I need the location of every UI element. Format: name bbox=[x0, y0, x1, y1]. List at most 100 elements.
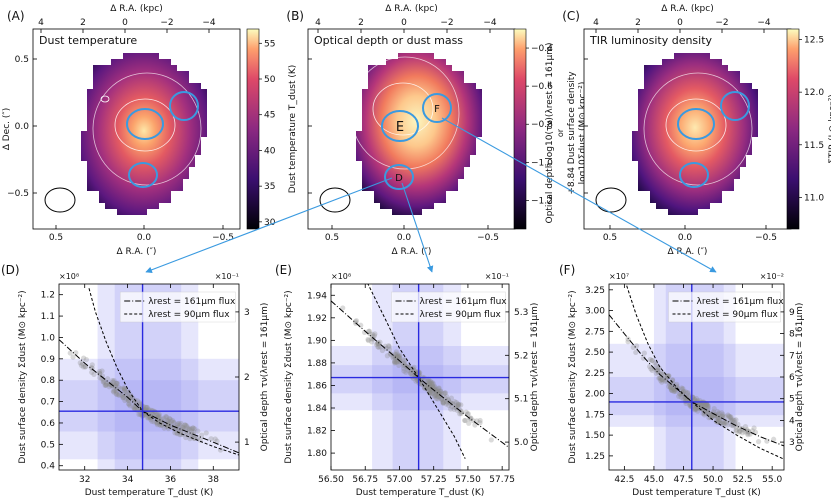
sample-point bbox=[430, 383, 436, 389]
x-tick-label: 0.0 bbox=[678, 233, 693, 243]
sample-point bbox=[89, 365, 95, 371]
sample-point bbox=[182, 422, 188, 428]
sample-point bbox=[654, 368, 660, 374]
sample-point bbox=[445, 397, 452, 404]
sample-point bbox=[453, 403, 460, 409]
y-axis-label: Dust surface density Σdust (M⊙ kpc⁻²) bbox=[18, 290, 28, 463]
sample-point bbox=[120, 395, 126, 401]
sample-point bbox=[175, 427, 181, 433]
sample-point bbox=[709, 413, 715, 419]
sample-point bbox=[668, 385, 674, 391]
density-band-outer bbox=[59, 358, 239, 460]
sample-point bbox=[425, 378, 431, 384]
x-tick-label: 36 bbox=[165, 475, 177, 485]
y-tick-label: 0.5 bbox=[41, 440, 55, 450]
sample-point bbox=[428, 391, 434, 397]
sample-point bbox=[656, 365, 662, 371]
sample-point bbox=[361, 329, 368, 335]
sample-point bbox=[371, 333, 378, 339]
sample-point bbox=[396, 362, 402, 369]
sample-point bbox=[670, 385, 676, 392]
sample-point bbox=[693, 405, 699, 412]
sample-point bbox=[428, 379, 435, 385]
sample-point bbox=[706, 415, 712, 421]
legend-label-90: λrest = 90μm flux bbox=[420, 310, 502, 320]
sample-point bbox=[488, 437, 494, 443]
sample-point bbox=[157, 418, 163, 425]
sample-point bbox=[405, 364, 412, 370]
sample-point bbox=[102, 382, 108, 388]
colorbar-label-line: or bbox=[556, 128, 565, 137]
sample-point bbox=[165, 418, 171, 424]
top-tick-label: 4 bbox=[593, 18, 599, 28]
density-band-inner bbox=[609, 377, 784, 416]
colorbar: 12.5 12.0 11.5 11.0 ΣTIR (L⊙ kpc⁻²) bbox=[786, 28, 831, 230]
sample-point bbox=[423, 384, 429, 390]
map-emission bbox=[356, 53, 482, 215]
sample-point bbox=[667, 384, 674, 391]
map-title: Dust temperature bbox=[39, 34, 137, 47]
y-tick-label: 1.1 bbox=[41, 312, 55, 322]
sample-point bbox=[130, 404, 136, 410]
sample-point bbox=[701, 412, 708, 418]
sample-point bbox=[659, 376, 665, 383]
beam-ellipse bbox=[44, 187, 76, 213]
sample-point bbox=[174, 422, 180, 429]
sample-point bbox=[178, 431, 184, 438]
y-tick-label: 2.25 bbox=[585, 369, 605, 379]
sample-point bbox=[432, 384, 438, 391]
sample-point bbox=[176, 420, 182, 427]
sample-point bbox=[372, 331, 378, 337]
right-axis-label: Optical depth τν(λrest = 161μm) bbox=[260, 303, 270, 452]
beam-ellipse bbox=[319, 187, 351, 213]
sample-point bbox=[714, 408, 721, 415]
sample-point bbox=[441, 390, 447, 397]
sample-point bbox=[375, 340, 381, 347]
sample-point bbox=[125, 396, 132, 402]
sample-point bbox=[437, 388, 444, 394]
sample-point bbox=[425, 388, 431, 394]
y-tick-label: 0.5 bbox=[15, 55, 29, 65]
sample-point bbox=[109, 383, 115, 389]
y-tick-label: 1.92 bbox=[307, 314, 327, 324]
sample-point bbox=[662, 378, 668, 384]
x-tick-label: −0.5 bbox=[755, 233, 777, 243]
sample-point bbox=[112, 387, 118, 393]
y-tick-label: 1.88 bbox=[307, 359, 327, 369]
sample-point bbox=[109, 378, 116, 384]
sample-point bbox=[449, 403, 455, 410]
sample-point bbox=[165, 426, 172, 432]
sample-point bbox=[736, 429, 742, 435]
sample-point bbox=[691, 396, 698, 403]
sample-point bbox=[452, 404, 458, 411]
y-axis-label: Dust surface density Σdust (M⊙ kpc⁻²) bbox=[284, 290, 294, 463]
sample-point bbox=[669, 380, 675, 386]
sample-point bbox=[727, 414, 733, 421]
sample-point bbox=[413, 369, 420, 375]
density-band-inner bbox=[59, 380, 239, 432]
sample-point bbox=[724, 420, 730, 426]
y-tick-label: 0.0 bbox=[15, 122, 30, 132]
sample-point bbox=[214, 438, 220, 444]
legend-box bbox=[119, 291, 236, 323]
right-scale-text: ×10⁻² bbox=[760, 272, 784, 281]
panel-label: (F) bbox=[559, 263, 575, 277]
colorbar-tick-label: 50 bbox=[264, 75, 276, 85]
sample-point bbox=[124, 389, 130, 395]
sample-point bbox=[705, 405, 711, 411]
sample-point bbox=[678, 394, 684, 400]
sample-point bbox=[436, 394, 442, 400]
sample-point bbox=[387, 346, 393, 352]
sample-point bbox=[80, 364, 87, 370]
sample-point bbox=[435, 396, 441, 402]
sample-point bbox=[442, 390, 448, 396]
sample-point bbox=[751, 425, 757, 431]
sample-point bbox=[697, 402, 703, 408]
sample-point bbox=[728, 418, 734, 424]
sample-point bbox=[77, 360, 83, 366]
colorbar: 55 50 45 40 35 30 Dust temperature T_dust (K) bbox=[246, 28, 298, 230]
sample-point bbox=[429, 389, 435, 395]
sample-point bbox=[175, 428, 182, 434]
